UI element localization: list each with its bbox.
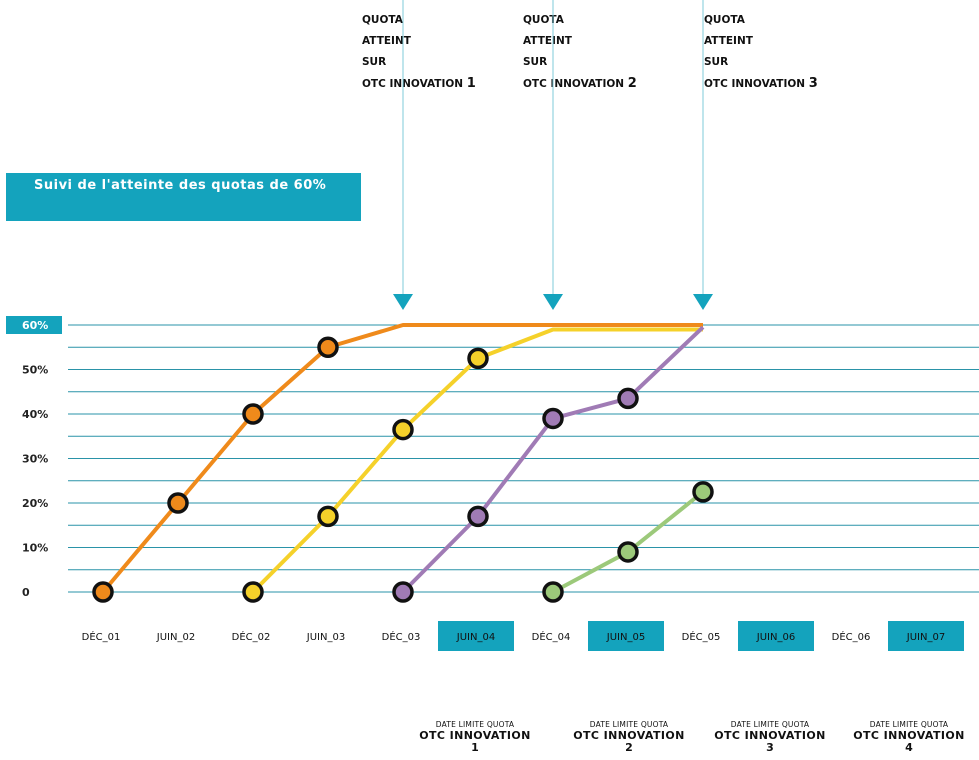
x-tick-label: DÉC_02	[232, 630, 271, 643]
data-point	[467, 347, 489, 370]
deadline-label: OTC INNOVATION	[573, 729, 685, 742]
deadline-number: 4	[905, 741, 913, 754]
x-tick-label: JUIN_07	[906, 632, 945, 643]
data-point	[242, 403, 264, 425]
x-tick-label: JUIN_03	[306, 632, 345, 643]
data-point	[617, 387, 639, 410]
deadline-label-1: DATE LIMITE QUOTA OTC INNOVATION 1	[405, 720, 545, 754]
annotation-otc: OTC INNOVATION	[523, 78, 625, 90]
annotation-line: QUOTA	[704, 14, 745, 26]
y-tick-label: 50%	[22, 364, 48, 377]
annotation-number: 3	[808, 76, 818, 91]
deadline-top: DATE LIMITE QUOTA	[869, 720, 949, 729]
series-line-1	[101, 323, 703, 594]
annotation-quota-3: QUOTA ATTEINT SUR OTC INNOVATION 3	[704, 10, 818, 95]
data-point	[167, 492, 189, 514]
x-tick-label: DÉC_03	[382, 630, 421, 643]
deadline-top: DATE LIMITE QUOTA	[730, 720, 810, 729]
annotation-otc: OTC INNOVATION	[362, 78, 464, 90]
annotation-otc: OTC INNOVATION	[704, 78, 806, 90]
data-point	[542, 581, 564, 603]
x-tick-label: DÉC_05	[682, 630, 721, 643]
deadline-label: OTC INNOVATION	[419, 729, 531, 742]
deadline-label: OTC INNOVATION	[853, 729, 965, 742]
deadline-label-3: DATE LIMITE QUOTA OTC INNOVATION 3	[700, 720, 840, 754]
annotation-arrow-icon	[693, 294, 713, 310]
data-point	[617, 541, 639, 563]
annotation-line: OTC INNOVATION 1	[362, 73, 476, 95]
annotation-line: QUOTA	[523, 14, 564, 26]
annotation-number: 1	[466, 76, 476, 91]
deadline-label-4: DATE LIMITE QUOTA OTC INNOVATION 4	[839, 720, 979, 754]
deadline-label: OTC INNOVATION	[714, 729, 826, 742]
y-tick-label: 40%	[22, 408, 48, 421]
annotation-line: ATTEINT	[362, 35, 411, 47]
x-tick-highlight	[888, 621, 964, 651]
x-tick-highlight	[738, 621, 814, 651]
annotation-arrows	[393, 0, 713, 310]
annotation-arrow-icon	[543, 294, 563, 310]
annotation-line: SUR	[362, 56, 387, 68]
annotation-quota-1: QUOTA ATTEINT SUR OTC INNOVATION 1	[362, 10, 476, 95]
chart-title: Suivi de l'atteinte des quotas de 60%	[6, 173, 361, 221]
x-tick-label: DÉC_01	[82, 630, 121, 643]
annotation-line: SUR	[523, 56, 548, 68]
y-tick-label: 60%	[22, 319, 48, 332]
x-tick-label: DÉC_04	[532, 630, 571, 643]
x-tick-label: JUIN_06	[756, 632, 795, 643]
y-tick-label: 20%	[22, 497, 48, 510]
data-point	[392, 418, 414, 441]
gridlines	[68, 324, 979, 593]
y-tick-label: 0	[22, 586, 30, 599]
annotation-line: ATTEINT	[704, 35, 753, 47]
x-tick-highlight	[588, 621, 664, 651]
deadline-top: DATE LIMITE QUOTA	[435, 720, 515, 729]
x-tick-label: JUIN_05	[606, 632, 645, 643]
x-tick-label: JUIN_02	[156, 632, 195, 643]
annotation-arrow-icon	[393, 294, 413, 310]
x-tick-label: JUIN_04	[456, 632, 495, 643]
y-tick-label: 30%	[22, 453, 48, 466]
data-point	[317, 336, 339, 358]
deadline-top: DATE LIMITE QUOTA	[589, 720, 669, 729]
data-point	[467, 505, 489, 528]
y-tick-highlight	[6, 316, 62, 334]
series-line-3	[401, 325, 705, 594]
x-tick-label: DÉC_06	[832, 630, 871, 643]
annotation-number: 2	[627, 76, 637, 91]
annotation-line: OTC INNOVATION 3	[704, 73, 818, 95]
annotation-line: QUOTA	[362, 14, 403, 26]
data-point	[92, 581, 114, 603]
deadline-number: 2	[625, 741, 633, 754]
annotation-line: SUR	[704, 56, 729, 68]
x-axis-ticks: DÉC_01 JUIN_02 DÉC_02 JUIN_03 DÉC_03 JUIN_04 D…	[82, 621, 964, 651]
data-point	[392, 581, 414, 603]
data-point	[317, 505, 339, 528]
deadline-label-2: DATE LIMITE QUOTA OTC INNOVATION 2	[559, 720, 699, 754]
data-point	[542, 407, 564, 430]
data-point	[242, 581, 264, 603]
annotation-line: ATTEINT	[523, 35, 572, 47]
y-axis-ticks: 0 10% 20% 30% 40% 50% 60%	[6, 316, 62, 599]
deadline-number: 3	[766, 741, 774, 754]
series-line-2	[251, 327, 703, 594]
y-tick-label: 10%	[22, 542, 48, 555]
x-tick-highlight	[438, 621, 514, 651]
deadline-number: 1	[471, 741, 479, 754]
series-points	[92, 336, 714, 603]
annotation-quota-2: QUOTA ATTEINT SUR OTC INNOVATION 2	[523, 10, 637, 95]
annotation-line: OTC INNOVATION 2	[523, 73, 637, 95]
data-point	[692, 481, 714, 503]
